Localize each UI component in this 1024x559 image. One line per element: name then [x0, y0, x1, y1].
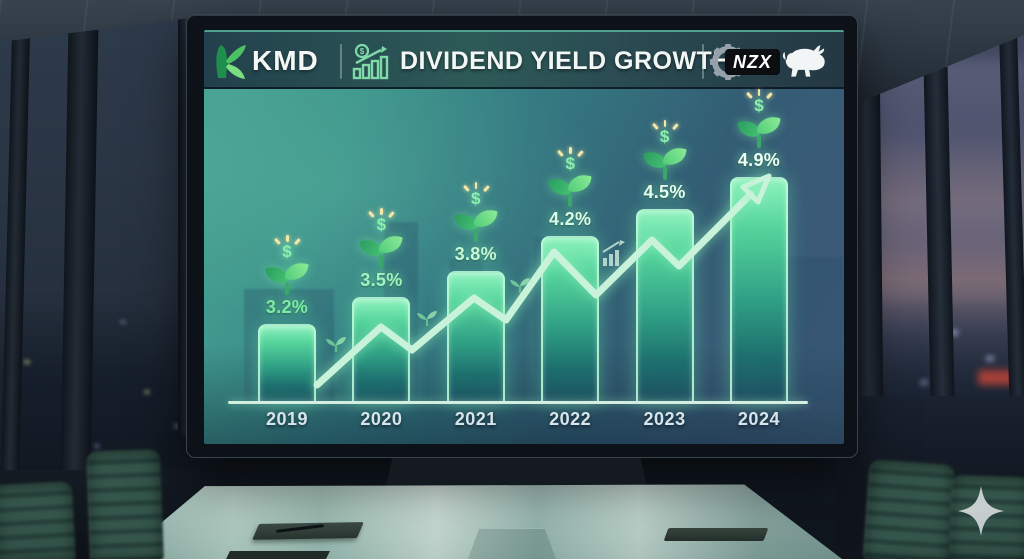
- bar-group-2019: $ 3.2%: [240, 89, 334, 403]
- year-label: 2021: [454, 409, 497, 429]
- year-label: 2023: [643, 409, 686, 429]
- growth-chart-icon: $: [352, 43, 389, 80]
- dollar-icon: $: [273, 235, 301, 261]
- bar-value-label: 3.8%: [454, 244, 497, 264]
- sprout-icon: [548, 172, 592, 207]
- bar-value-label: 4.2%: [549, 209, 592, 229]
- bar-group-2023: $ 4.5%: [618, 89, 712, 403]
- table-cable-hatch: [468, 528, 556, 559]
- dividend-bar: [729, 177, 788, 403]
- sparkle-icon: [957, 486, 1005, 536]
- year-label: 2024: [737, 409, 780, 429]
- bar-value-label: 3.2%: [265, 297, 309, 317]
- office-chair: [86, 448, 164, 559]
- sprout-icon: [265, 260, 309, 295]
- slide-title: DIVIDEND YIELD GROWTH: [400, 47, 731, 75]
- dividend-bar: [258, 324, 316, 403]
- svg-text:$: $: [360, 47, 365, 56]
- dividend-bar: [352, 297, 411, 403]
- dollar-icon: $: [367, 208, 395, 234]
- sprout-icon: [737, 113, 781, 149]
- tablet-on-table: [663, 528, 769, 541]
- slide-header: KMD $ DIVIDEND YIELD GROWTH: [204, 30, 844, 89]
- bar-group-2024: $ 4.9%: [712, 89, 806, 403]
- sprout-icon: [359, 233, 404, 268]
- bar-value-label: 4.9%: [737, 150, 781, 171]
- dollar-icon: $: [462, 182, 490, 208]
- dollar-icon: $: [651, 120, 679, 146]
- office-chair: [862, 459, 956, 559]
- bar-group-2022: $ 4.2%: [523, 89, 617, 403]
- year-label: 2019: [265, 409, 309, 429]
- header-divider: [340, 44, 342, 79]
- slide-content: KMD $ DIVIDEND YIELD GROWTH: [204, 30, 844, 444]
- bar-group-2021: $ 3.8%: [429, 89, 523, 403]
- dividend-bar: [541, 236, 600, 403]
- tablet-on-table: [252, 522, 364, 540]
- sprout-icon: [642, 145, 687, 180]
- chart-area: $ 3.2% $ 3.5% $ 3.8%: [204, 89, 844, 444]
- dollar-icon: $: [556, 147, 584, 173]
- bar-value-label: 3.5%: [360, 270, 403, 290]
- year-axis-labels: 2019 2020 2021 2022 2023 2024: [240, 409, 806, 430]
- presentation-screen: KMD $ DIVIDEND YIELD GROWTH: [186, 14, 858, 458]
- year-label: 2020: [360, 409, 403, 429]
- notepad: [226, 551, 330, 559]
- x-axis-line: [228, 401, 808, 404]
- nzx-badge: NZX: [725, 49, 780, 75]
- bar-group-2020: $ 3.5%: [334, 89, 428, 403]
- sprout-icon: [453, 207, 498, 242]
- office-chair: [0, 480, 77, 559]
- city-lights: [24, 360, 30, 364]
- dividend-bar: [446, 271, 505, 403]
- kmd-logo-icon: [216, 45, 246, 79]
- bar-plot: $ 3.2% $ 3.5% $ 3.8%: [240, 89, 806, 403]
- brand-name: KMD: [252, 45, 319, 76]
- dollar-icon: $: [745, 89, 773, 115]
- header-divider: [702, 44, 704, 79]
- dividend-bar: [635, 209, 694, 403]
- year-label: 2022: [549, 409, 592, 429]
- conference-table: [118, 484, 842, 559]
- city-lights: [950, 330, 958, 335]
- bar-value-label: 4.5%: [643, 182, 686, 202]
- bull-icon: [782, 45, 825, 77]
